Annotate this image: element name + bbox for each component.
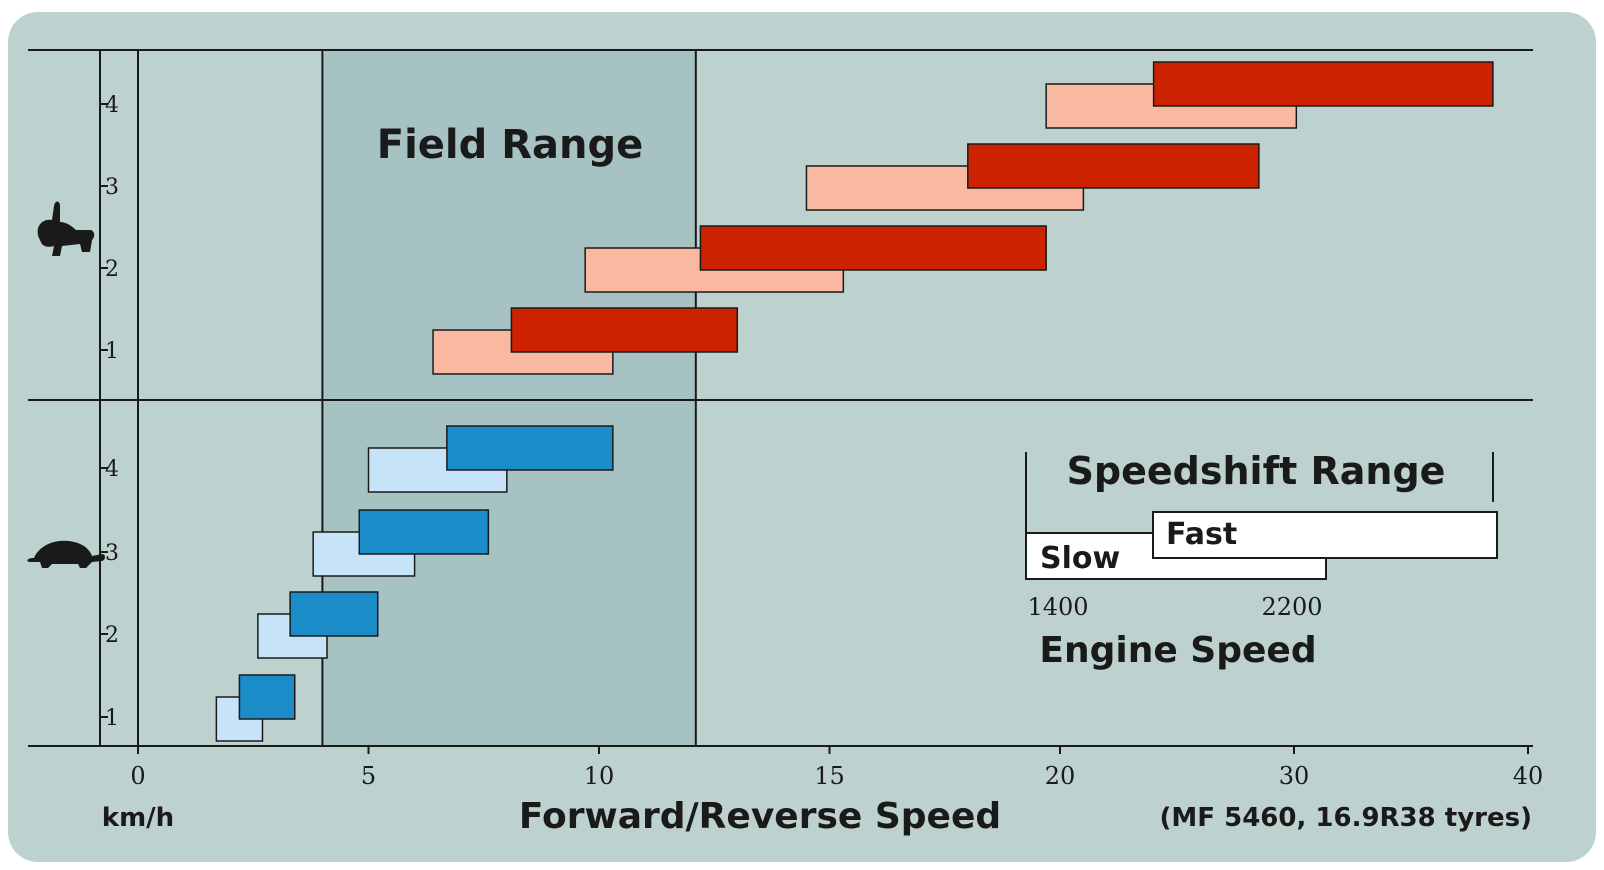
range-chart: 0 5 10 15 20 30 40 1 2 3 4 1 2 3 4 Speedshift Range Sl… bbox=[27, 49, 1544, 837]
tortoise-gear-label: 2 bbox=[105, 623, 119, 648]
field-range-label: Field Range bbox=[377, 122, 643, 168]
tortoise-gear-1-fast-bar bbox=[238, 674, 296, 720]
x-tick-label: 15 bbox=[814, 762, 845, 790]
hare-gear-label: 4 bbox=[105, 93, 119, 118]
tortoise-gear-label: 4 bbox=[105, 457, 119, 482]
chart-note: (MF 5460, 16.9R38 tyres) bbox=[1160, 803, 1532, 833]
x-tick-label: 30 bbox=[1279, 762, 1310, 790]
x-unit-label: km/h bbox=[102, 803, 174, 833]
speedshift-legend: Speedshift Range Slow Fast 1400 2200 Eng… bbox=[1025, 449, 1498, 671]
legend-fast-label: Fast bbox=[1166, 517, 1237, 552]
hare-gear-4-fast-bar bbox=[1152, 61, 1494, 107]
tortoise-gear-4-fast-bar bbox=[446, 425, 614, 471]
x-tick-label: 10 bbox=[584, 762, 615, 790]
tortoise-gear-3-fast-bar bbox=[358, 509, 490, 555]
x-tick-label: 0 bbox=[130, 762, 145, 790]
tortoise-icon bbox=[27, 540, 106, 568]
legend-rpm-low: 1400 bbox=[1027, 593, 1088, 621]
tortoise-gear-label: 1 bbox=[105, 706, 119, 731]
tortoise-gear-2-fast-bar bbox=[289, 591, 379, 637]
hare-gear-2-fast-bar bbox=[699, 225, 1047, 271]
x-tick-label: 40 bbox=[1513, 762, 1544, 790]
hare-icon bbox=[37, 201, 95, 256]
legend-title: Speedshift Range bbox=[1067, 449, 1446, 493]
chart-panel: 0 5 10 15 20 30 40 1 2 3 4 1 2 3 4 Speedshift Range Sl… bbox=[8, 12, 1596, 862]
legend-slow-label: Slow bbox=[1040, 541, 1120, 576]
hare-gear-label: 3 bbox=[105, 175, 119, 200]
hare-gear-3-fast-bar bbox=[967, 143, 1260, 189]
tortoise-gear-label: 3 bbox=[105, 541, 119, 566]
hare-gear-label: 2 bbox=[105, 257, 119, 282]
x-tick-label: 5 bbox=[361, 762, 376, 790]
legend-rpm-high: 2200 bbox=[1261, 593, 1322, 621]
x-axis-title: Forward/Reverse Speed bbox=[519, 796, 1001, 837]
hare-gear-1-fast-bar bbox=[510, 307, 739, 353]
legend-fast-box bbox=[1152, 511, 1498, 559]
field-range-band bbox=[322, 50, 696, 746]
x-tick-label: 20 bbox=[1045, 762, 1076, 790]
hare-gear-label: 1 bbox=[105, 339, 119, 364]
legend-caption: Engine Speed bbox=[1039, 630, 1316, 671]
